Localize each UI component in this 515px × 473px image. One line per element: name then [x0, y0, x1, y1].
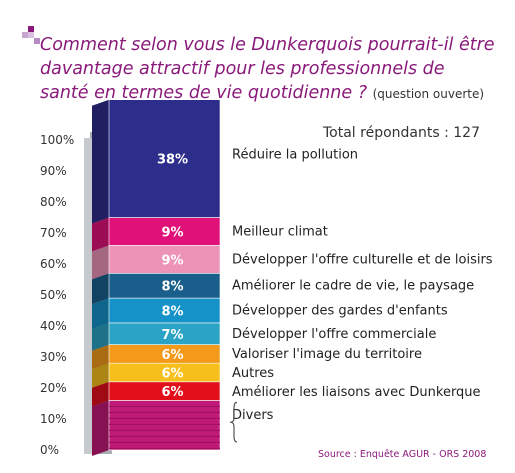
y-tick-label: 100%	[40, 133, 74, 147]
bar-segment	[108, 217, 221, 246]
chart-title-text: Comment selon vous le Dunkerquois pourra…	[40, 35, 495, 103]
category-label: Réduire la pollution	[232, 148, 358, 163]
bar-value-label: 9%	[161, 225, 183, 240]
bar-segment-side	[92, 400, 109, 456]
bar-segment	[108, 99, 221, 218]
category-label: Développer des gardes d'enfants	[232, 304, 448, 319]
category-label: Développer l'offre culturelle et de lois…	[232, 252, 493, 267]
y-tick-label: 60%	[40, 257, 67, 271]
bar-segment	[108, 400, 221, 451]
category-label: Développer l'offre commerciale	[232, 327, 436, 342]
bar-segment-side	[92, 344, 109, 370]
y-tick-label: 20%	[40, 381, 67, 395]
bar-value-label: 9%	[161, 253, 183, 268]
bar-value-label: 6%	[161, 367, 183, 382]
y-tick-label: 40%	[40, 319, 67, 333]
y-tick-label: 30%	[40, 350, 67, 364]
bar-segment-side	[92, 99, 109, 224]
y-tick-label: 50%	[40, 288, 67, 302]
brand-logo-icon	[22, 26, 40, 44]
y-tick-label: 70%	[40, 226, 67, 240]
bar-segment-side	[92, 363, 109, 388]
bar-segment-side	[92, 245, 109, 280]
bar-value-label: 38%	[157, 153, 188, 168]
bar-segment-side	[92, 322, 109, 351]
bar-segment	[108, 272, 221, 299]
divers-bracket	[229, 401, 238, 443]
bar-value-label: 7%	[161, 328, 183, 343]
y-tick-label: 10%	[40, 412, 67, 426]
category-label: Améliorer les liaisons avec Dunkerque	[232, 385, 481, 400]
bar-segment-side	[92, 217, 109, 252]
bar-segment-side	[92, 273, 109, 305]
bar-value-label: 6%	[161, 348, 183, 363]
category-label: Divers	[232, 408, 274, 423]
y-tick-label: 90%	[40, 164, 67, 178]
bar-value-label: 8%	[161, 280, 183, 295]
category-label: Meilleur climat	[232, 224, 328, 239]
bar-backdrop-edge	[84, 138, 94, 454]
total-respondents: Total répondants : 127	[323, 125, 480, 141]
source-note: Source : Enquête AGUR - ORS 2008	[318, 449, 487, 460]
y-tick-label: 80%	[40, 195, 67, 209]
bar-segment	[108, 245, 221, 274]
bar-segment	[108, 297, 221, 324]
bar-segment-side	[92, 381, 109, 407]
category-label: Valoriser l'image du territoire	[232, 347, 422, 362]
y-tick-label: 0%	[40, 443, 59, 457]
category-label: Autres	[232, 366, 274, 381]
bar-value-label: 8%	[161, 305, 183, 320]
category-label: Améliorer le cadre de vie, le paysage	[232, 279, 474, 294]
chart-title: Comment selon vous le Dunkerquois pourra…	[40, 33, 495, 106]
bar-value-label: 6%	[161, 385, 183, 400]
bar-segment-side	[92, 298, 109, 329]
chart-subtitle: (question ouverte)	[372, 87, 485, 101]
